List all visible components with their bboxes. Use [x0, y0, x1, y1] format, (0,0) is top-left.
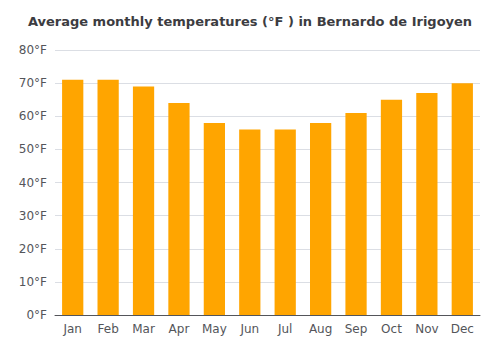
svg-text:May: May [202, 322, 227, 336]
svg-text:Oct: Oct [381, 322, 402, 336]
svg-text:Mar: Mar [132, 322, 155, 336]
svg-text:50°F: 50°F [19, 142, 47, 156]
svg-text:30°F: 30°F [19, 209, 47, 223]
svg-text:10°F: 10°F [19, 275, 47, 289]
svg-text:Average monthly temperatures (: Average monthly temperatures (°F ) in Be… [28, 14, 472, 29]
svg-text:Aug: Aug [309, 322, 332, 336]
svg-text:Feb: Feb [98, 322, 119, 336]
svg-text:40°F: 40°F [19, 176, 47, 190]
svg-text:Apr: Apr [169, 322, 190, 336]
svg-text:Jun: Jun [239, 322, 259, 336]
svg-text:Nov: Nov [415, 322, 438, 336]
svg-text:70°F: 70°F [19, 76, 47, 90]
svg-text:80°F: 80°F [19, 43, 47, 57]
svg-text:Sep: Sep [345, 322, 368, 336]
svg-text:0°F: 0°F [26, 308, 47, 322]
svg-text:Jul: Jul [277, 322, 292, 336]
svg-text:Dec: Dec [451, 322, 474, 336]
svg-text:Jan: Jan [62, 322, 82, 336]
svg-text:60°F: 60°F [19, 109, 47, 123]
svg-text:20°F: 20°F [19, 242, 47, 256]
